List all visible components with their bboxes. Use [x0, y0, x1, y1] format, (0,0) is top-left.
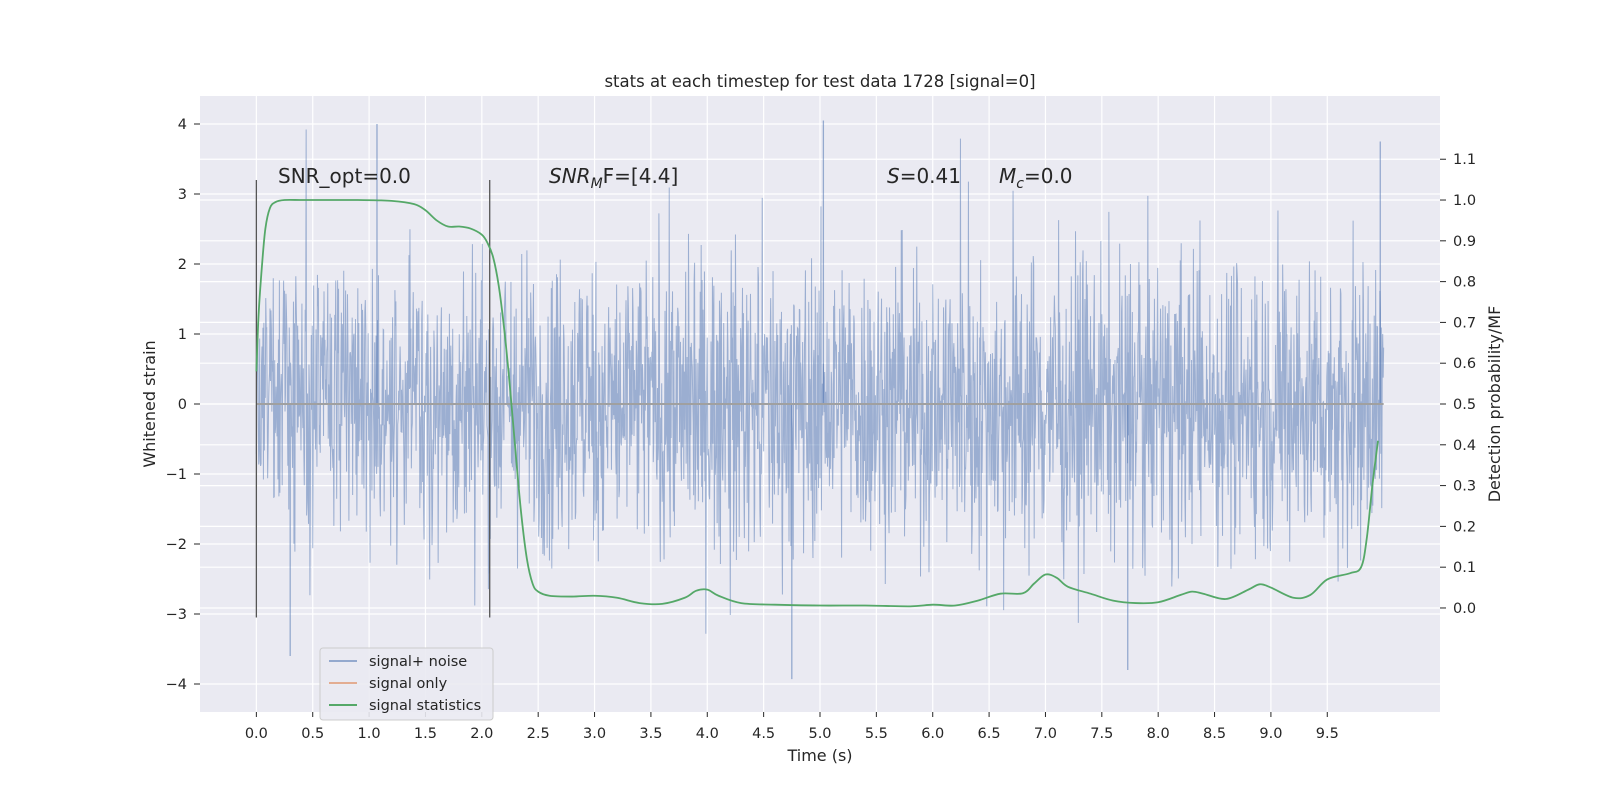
chart-title: stats at each timestep for test data 172…: [604, 72, 1035, 91]
x-tick-label: 5.5: [865, 726, 888, 742]
y-left-tick-label: 3: [178, 187, 187, 203]
x-tick-label: 5.0: [808, 726, 831, 742]
series-signal-statistics: [255, 198, 1379, 608]
annotation-snr-mf-sub: M: [591, 176, 603, 192]
y-right-tick-label: 0.8: [1453, 275, 1476, 291]
x-tick-label: 6.0: [921, 726, 944, 742]
x-tick-label: 4.5: [752, 726, 775, 742]
x-tick-label: 8.5: [1203, 726, 1226, 742]
y-axis-right-label: Detection probability/MF: [1485, 306, 1504, 503]
legend-box: [319, 647, 494, 721]
y-left-tick-label: −2: [166, 537, 187, 553]
y-left-tick-label: 0: [178, 397, 187, 413]
annotation-mc-sub: c: [1016, 176, 1024, 192]
x-tick-label: 3.0: [583, 726, 606, 742]
annotations: SNR_opt=0.0 SNRMF=[4.4] S=0.41 Mc=0.0: [278, 164, 1073, 192]
y-axis-right-ticks: 1.1 1.0 0.9 0.8 0.7 0.6 0.5 0.4 0.3 0.2 0.1 0.0: [1440, 152, 1476, 617]
annotation-s-value: =0.41: [900, 164, 961, 188]
x-axis-label: Time (s): [786, 746, 852, 765]
annotation-mc-symbol: M: [999, 164, 1016, 188]
x-axis-ticks: 0.0 0.5 1.0 1.5 2.0 2.5 3.0 3.5 4.0 4.5 5.0 5.5 6.0 6…: [245, 712, 1339, 742]
y-left-tick-label: 2: [178, 257, 187, 273]
annotation-snr-mf-main: SNR: [549, 164, 591, 188]
annotation-snr-opt: SNR_opt=0.0: [278, 164, 411, 188]
x-tick-label: 0.0: [245, 726, 268, 742]
y-axis-left-label: Whitened strain: [140, 340, 159, 467]
x-tick-label: 3.5: [639, 726, 662, 742]
y-right-tick-label: 1.1: [1453, 152, 1476, 168]
y-left-tick-label: −4: [166, 677, 187, 693]
x-tick-label: 2.5: [527, 726, 550, 742]
y-left-tick-label: −1: [166, 467, 187, 483]
y-right-tick-label: 0.5: [1453, 397, 1476, 413]
y-right-tick-label: 0.0: [1453, 601, 1476, 617]
x-tick-label: 4.0: [696, 726, 719, 742]
y-right-tick-label: 0.9: [1453, 234, 1476, 250]
y-right-tick-label: 0.4: [1453, 438, 1476, 454]
annotation-mc-value: =0.0: [1024, 164, 1073, 188]
legend-label-signal-plus-noise: signal+ noise: [369, 654, 467, 670]
legend-label-signal-only: signal only: [369, 676, 448, 692]
y-right-tick-label: 0.3: [1453, 479, 1476, 495]
x-tick-label: 8.0: [1147, 726, 1170, 742]
x-tick-label: 9.5: [1316, 726, 1339, 742]
y-left-tick-label: 1: [178, 327, 187, 343]
signal-statistics-line: [255, 198, 1379, 608]
y-left-tick-label: −3: [166, 607, 187, 623]
x-tick-label: 9.0: [1259, 726, 1282, 742]
x-tick-label: 7.0: [1034, 726, 1057, 742]
legend: signal+ noise signal only signal statist…: [319, 647, 494, 721]
y-right-tick-label: 0.6: [1453, 356, 1476, 372]
annotation-snr-mf-rest: F=[4.4]: [603, 164, 679, 188]
y-axis-left-ticks: 4 3 2 1 0 −1 −2 −3 −4: [166, 117, 200, 693]
annotation-s-symbol: S: [887, 164, 900, 188]
x-tick-label: 6.5: [978, 726, 1001, 742]
y-right-tick-label: 0.7: [1453, 315, 1476, 331]
y-left-tick-label: 4: [178, 117, 187, 133]
y-right-tick-label: 1.0: [1453, 193, 1476, 209]
vertical-markers: [255, 180, 491, 618]
x-tick-label: 1.0: [358, 726, 381, 742]
x-tick-label: 2.0: [470, 726, 493, 742]
y-right-tick-label: 0.1: [1453, 560, 1476, 576]
x-tick-label: 0.5: [301, 726, 324, 742]
x-tick-label: 1.5: [414, 726, 437, 742]
noise-trace: [255, 129, 1385, 634]
y-right-tick-label: 0.2: [1453, 519, 1476, 535]
legend-label-signal-statistics: signal statistics: [369, 698, 481, 714]
annotation-s: S=0.41: [887, 164, 961, 188]
annotation-snr-mf: SNRMF=[4.4]: [549, 164, 678, 192]
x-tick-label: 7.5: [1090, 726, 1113, 742]
annotation-mc: Mc=0.0: [999, 164, 1073, 192]
series-signal-plus-noise: [255, 120, 1385, 680]
